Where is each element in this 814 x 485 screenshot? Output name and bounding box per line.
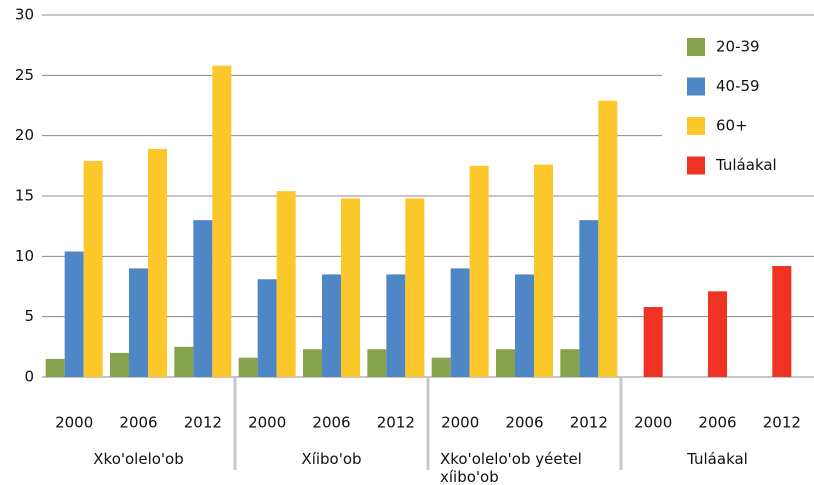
group-label: Tuláakal xyxy=(633,450,802,468)
bar xyxy=(469,165,489,377)
x-tick-label: 2012 xyxy=(184,414,222,432)
bar xyxy=(708,291,727,377)
x-tick-label: 2006 xyxy=(312,414,350,432)
bar xyxy=(238,357,258,377)
legend-label: 60+ xyxy=(716,117,748,135)
group-label-text: Tuláakal xyxy=(687,450,748,468)
x-tick-label: 2012 xyxy=(570,414,608,432)
group-label-text: Xíibo'ob xyxy=(301,450,362,468)
bar xyxy=(45,358,65,377)
legend-label: 40-59 xyxy=(716,77,760,95)
y-tick-label: 10 xyxy=(15,247,34,265)
x-tick-label: 2006 xyxy=(698,414,736,432)
y-tick-label: 5 xyxy=(24,307,34,325)
group-label-text: Xko'olelo'ob yéetel xíibo'ob xyxy=(440,450,582,485)
x-tick-label: 2000 xyxy=(55,414,93,432)
bar xyxy=(450,268,470,377)
x-tick-label: 2000 xyxy=(634,414,672,432)
bar xyxy=(212,65,232,378)
x-tick-label: 2012 xyxy=(763,414,801,432)
legend-swatch xyxy=(687,117,705,135)
y-tick-label: 30 xyxy=(15,6,34,24)
bar xyxy=(405,198,425,377)
bar xyxy=(303,349,322,377)
y-tick-label: 20 xyxy=(15,126,34,144)
x-tick-label: 2012 xyxy=(377,414,415,432)
x-tick-label: 2006 xyxy=(119,414,157,432)
bar xyxy=(148,148,167,377)
bar xyxy=(193,220,213,377)
y-tick-label: 25 xyxy=(15,66,34,84)
bar xyxy=(174,346,194,377)
bar xyxy=(598,100,618,377)
bar xyxy=(386,274,406,377)
bar xyxy=(772,265,792,377)
bar xyxy=(341,198,360,377)
y-tick-label: 0 xyxy=(24,368,34,386)
bar xyxy=(257,279,277,377)
bar xyxy=(431,357,451,377)
bar xyxy=(515,274,534,377)
legend-swatch xyxy=(687,156,705,175)
x-tick-label: 2000 xyxy=(248,414,286,432)
bar xyxy=(367,349,387,377)
bar xyxy=(110,352,129,377)
group-label: Xko'olelo'ob yéetel xíibo'ob xyxy=(440,450,609,485)
bar xyxy=(534,164,553,377)
group-label: Xko'olelo'ob xyxy=(54,450,223,468)
legend-label: Tuláakal xyxy=(715,156,777,174)
bar xyxy=(83,161,103,377)
bar xyxy=(643,307,663,377)
bar xyxy=(64,251,84,377)
y-tick-label: 15 xyxy=(15,187,34,205)
bar xyxy=(560,349,580,377)
group-label-text: Xko'olelo'ob xyxy=(93,450,184,468)
bar xyxy=(129,268,148,377)
legend-swatch xyxy=(687,38,705,56)
bar xyxy=(322,274,341,377)
bar xyxy=(579,220,599,377)
legend-swatch xyxy=(687,77,705,96)
x-tick-label: 2006 xyxy=(505,414,543,432)
bar xyxy=(496,349,515,377)
group-label: Xíibo'ob xyxy=(247,450,416,468)
x-tick-label: 2000 xyxy=(441,414,479,432)
legend-label: 20-39 xyxy=(716,38,760,56)
bar xyxy=(276,191,296,377)
